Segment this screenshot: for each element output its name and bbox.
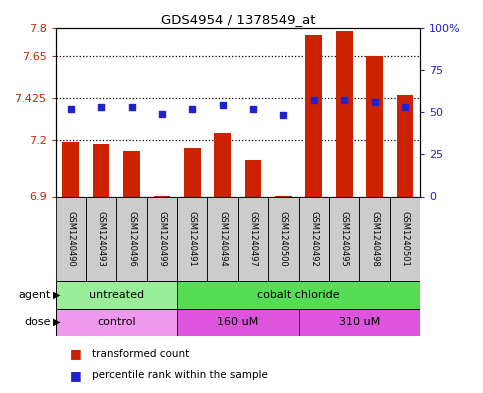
- Point: [219, 102, 227, 108]
- Text: 310 uM: 310 uM: [339, 317, 380, 327]
- Point: [401, 104, 409, 110]
- Bar: [177, 281, 420, 309]
- Text: cobalt chloride: cobalt chloride: [257, 290, 340, 300]
- Text: GSM1240499: GSM1240499: [157, 211, 167, 266]
- Title: GDS4954 / 1378549_at: GDS4954 / 1378549_at: [161, 13, 315, 26]
- Bar: [238, 196, 268, 281]
- Text: GSM1240496: GSM1240496: [127, 211, 136, 267]
- Bar: [62, 142, 79, 196]
- Bar: [177, 196, 208, 281]
- Text: agent: agent: [18, 290, 51, 300]
- Bar: [147, 196, 177, 281]
- Bar: [56, 196, 86, 281]
- Text: GSM1240492: GSM1240492: [309, 211, 318, 266]
- Point: [280, 112, 287, 119]
- Bar: [336, 31, 353, 196]
- Point: [158, 110, 166, 117]
- Point: [310, 97, 318, 103]
- Text: ■: ■: [70, 369, 82, 382]
- Text: GSM1240495: GSM1240495: [340, 211, 349, 266]
- Bar: [305, 35, 322, 197]
- Text: GSM1240490: GSM1240490: [66, 211, 75, 266]
- Bar: [366, 56, 383, 196]
- Bar: [177, 309, 298, 336]
- Text: GSM1240501: GSM1240501: [400, 211, 410, 266]
- Bar: [93, 144, 110, 196]
- Bar: [268, 196, 298, 281]
- Text: GSM1240494: GSM1240494: [218, 211, 227, 266]
- Bar: [56, 309, 177, 336]
- Text: ■: ■: [70, 347, 82, 360]
- Bar: [245, 160, 261, 196]
- Point: [188, 105, 196, 112]
- Bar: [390, 196, 420, 281]
- Text: GSM1240498: GSM1240498: [370, 211, 379, 267]
- Point: [341, 97, 348, 103]
- Point: [97, 104, 105, 110]
- Text: GSM1240500: GSM1240500: [279, 211, 288, 266]
- Text: dose: dose: [24, 317, 51, 327]
- Text: transformed count: transformed count: [92, 349, 189, 359]
- Bar: [56, 281, 177, 309]
- Bar: [397, 95, 413, 196]
- Point: [249, 105, 257, 112]
- Text: 160 uM: 160 uM: [217, 317, 258, 327]
- Bar: [214, 133, 231, 196]
- Bar: [298, 309, 420, 336]
- Text: GSM1240491: GSM1240491: [188, 211, 197, 266]
- Point: [128, 104, 135, 110]
- Text: GSM1240497: GSM1240497: [249, 211, 257, 267]
- Text: GSM1240493: GSM1240493: [97, 211, 106, 267]
- Bar: [184, 148, 200, 196]
- Bar: [123, 151, 140, 196]
- Bar: [208, 196, 238, 281]
- Text: untreated: untreated: [89, 290, 144, 300]
- Point: [371, 99, 379, 105]
- Bar: [359, 196, 390, 281]
- Bar: [329, 196, 359, 281]
- Bar: [86, 196, 116, 281]
- Text: ▶: ▶: [53, 290, 61, 300]
- Bar: [116, 196, 147, 281]
- Point: [67, 105, 74, 112]
- Text: control: control: [97, 317, 136, 327]
- Text: ▶: ▶: [53, 317, 61, 327]
- Bar: [298, 196, 329, 281]
- Text: percentile rank within the sample: percentile rank within the sample: [92, 370, 268, 380]
